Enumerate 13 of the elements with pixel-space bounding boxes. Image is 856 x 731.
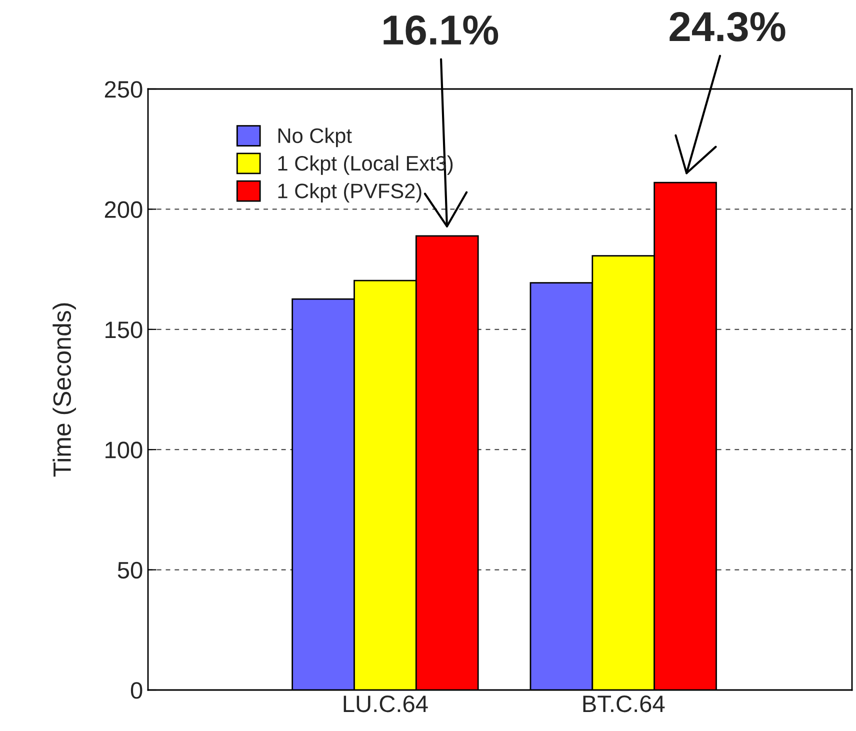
y-tick-label: 100 xyxy=(106,442,142,458)
text: 24.3% xyxy=(670,12,786,42)
legend-label: No Ckpt xyxy=(278,128,352,148)
y-tick-label: 250 xyxy=(104,81,142,98)
y-tick-label: 150 xyxy=(106,321,142,338)
x-tick-label: LU.C.64 xyxy=(344,695,428,712)
x-tick-label: BT.C.64 xyxy=(583,695,665,712)
y-tick-label: 200 xyxy=(104,201,142,218)
y-axis-title: Time (Seconds) xyxy=(52,303,76,477)
y-tick-label: 50 xyxy=(118,562,142,579)
y-tick-label: 0 xyxy=(130,682,142,699)
text: 16.1% xyxy=(384,15,498,45)
legend-label: 1 Ckpt (PVFS2) xyxy=(278,183,422,202)
